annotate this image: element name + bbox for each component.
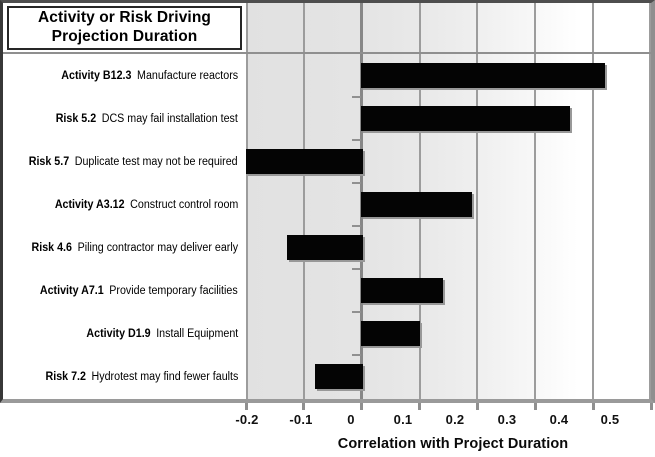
y-category-tick — [351, 268, 361, 270]
gridline — [649, 3, 651, 399]
category-id: Risk 5.7 — [29, 155, 70, 168]
category-description: Hydrotest may find fewer faults — [91, 370, 239, 383]
category-id: Activity B12.3 — [61, 69, 132, 82]
category-label: Activity B12.3 Manufacture reactors — [61, 70, 238, 82]
category-id: Activity A3.12 — [54, 198, 125, 211]
chart-title-box: Activity or Risk Driving Projection Dura… — [7, 6, 242, 50]
x-axis-tick-label: -0.2 — [235, 412, 259, 427]
category-label: Risk 5.2 DCS may fail installation test — [56, 113, 238, 125]
category-label-row: Activity A7.1 Provide temporary facilitie… — [3, 269, 246, 312]
y-category-tick — [351, 182, 361, 184]
bar — [360, 321, 420, 346]
x-axis-tick — [591, 403, 595, 410]
category-id: Activity D1.9 — [86, 327, 151, 340]
gridline — [302, 3, 305, 399]
category-label-row: Activity D1.9 Install Equipment — [3, 312, 246, 355]
x-axis-tick — [533, 403, 537, 410]
category-id: Risk 4.6 — [31, 241, 72, 254]
y-category-tick — [351, 96, 361, 98]
x-axis-tick-label: 0.2 — [445, 412, 465, 427]
category-label-row: Activity A3.12 Construct control room — [3, 183, 246, 226]
gridline — [592, 3, 595, 399]
category-label-row: Risk 5.2 DCS may fail installation test — [3, 97, 246, 140]
x-axis-tick — [418, 403, 422, 410]
x-axis-tick-label: 0.1 — [393, 412, 413, 427]
x-axis-tick-label: -0.1 — [289, 412, 313, 427]
category-description: Construct control room — [129, 198, 238, 211]
x-axis-tick — [360, 403, 364, 410]
category-labels-column: Activity B12.3 Manufacture reactors Risk 5… — [3, 54, 246, 398]
y-category-tick — [351, 139, 361, 141]
gridline — [534, 3, 537, 399]
category-label-row: Activity B12.3 Manufacture reactors — [3, 54, 246, 97]
x-axis-tick-label: 0.3 — [497, 412, 517, 427]
category-id: Risk 5.2 — [55, 112, 97, 125]
x-axis-tick-label: 0.5 — [600, 412, 620, 427]
category-label-row: Risk 5.7 Duplicate test may not be requir… — [3, 140, 246, 183]
category-label-row: Risk 4.6 Piling contractor may deliver ea… — [3, 226, 246, 269]
chart-frame: Activity or Risk Driving Projection Dura… — [0, 0, 655, 403]
x-axis-tick-label: 0.4 — [549, 412, 569, 427]
x-axis-tick — [649, 403, 653, 410]
category-description: DCS may fail installation test — [101, 112, 239, 125]
bar — [286, 235, 363, 260]
y-category-tick — [351, 311, 361, 313]
x-axis-tick — [302, 403, 306, 410]
category-label: Risk 7.2 Hydrotest may find fewer faults — [45, 371, 238, 383]
category-label: Risk 5.7 Duplicate test may not be requir… — [29, 156, 238, 168]
bar — [360, 192, 472, 217]
x-axis-title: Correlation with Project Duration — [337, 436, 569, 452]
x-axis-tick — [244, 403, 248, 410]
bar — [315, 364, 363, 389]
category-label: Risk 4.6 Piling contractor may deliver ea… — [31, 242, 238, 254]
chart-title-line1: Activity or Risk Driving — [38, 9, 211, 27]
category-description: Manufacture reactors — [136, 69, 238, 82]
category-label: Activity A3.12 Construct control room — [54, 199, 238, 211]
x-axis-tick-label: 0 — [347, 412, 355, 427]
y-category-tick — [351, 225, 361, 227]
gridline — [246, 3, 248, 399]
gridline — [476, 3, 479, 399]
x-axis-tick — [475, 403, 479, 410]
category-description: Provide temporary facilities — [109, 284, 238, 297]
category-label-row: Risk 7.2 Hydrotest may find fewer faults — [3, 355, 246, 398]
bar — [360, 106, 570, 131]
bar — [246, 149, 363, 174]
category-id: Activity A7.1 — [40, 284, 105, 297]
y-category-tick — [351, 354, 361, 356]
category-label: Activity A7.1 Provide temporary facilitie… — [40, 285, 238, 297]
category-id: Risk 7.2 — [45, 370, 86, 383]
plot-area — [246, 3, 651, 399]
category-description: Piling contractor may deliver early — [77, 241, 238, 254]
bar — [360, 63, 605, 88]
category-label: Activity D1.9 Install Equipment — [86, 328, 238, 340]
category-description: Install Equipment — [155, 327, 238, 340]
category-description: Duplicate test may not be required — [75, 155, 239, 168]
chart-title-line2: Projection Duration — [51, 28, 198, 45]
bar — [360, 278, 443, 303]
header-separator-line — [3, 52, 651, 54]
